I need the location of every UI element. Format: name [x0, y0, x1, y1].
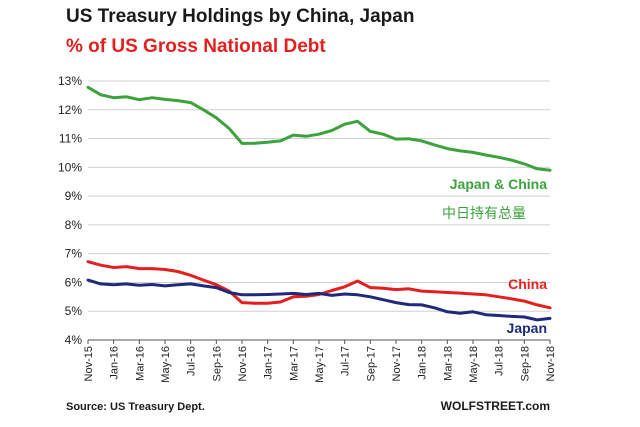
series-lines	[86, 85, 552, 322]
chart-subtitle: % of US Gross National Debt	[66, 36, 326, 57]
y-axis-ticks: 4% 5% 6% 7% 8% 9% 10% 11% 12% 13%	[58, 74, 82, 347]
y-tick-label: 12%	[58, 103, 82, 117]
x-axis-ticks: Nov-15 Jan-16 Mar-16 May-16 Jul-16 Sep-16 Nov-…	[83, 340, 557, 383]
x-tick-label: Mar-17	[288, 346, 300, 381]
series-label-cn: 中日持有总量	[442, 206, 526, 222]
x-tick-label: Nov-18	[545, 346, 557, 381]
x-tick-label: Nov-16	[237, 346, 249, 381]
series-label: Japan	[507, 320, 547, 336]
x-tick-label: Jan-17	[263, 346, 275, 380]
y-tick-label: 9%	[65, 189, 83, 203]
x-tick-label: May-16	[160, 346, 172, 383]
x-tick-label: Jul-16	[186, 346, 198, 376]
y-tick-label: 4%	[65, 333, 83, 347]
y-tick-label: 13%	[58, 74, 82, 88]
series-label: China	[508, 276, 547, 292]
series-line	[86, 278, 552, 322]
chart-title: US Treasury Holdings by China, Japan	[66, 6, 415, 27]
y-tick-label: 6%	[65, 275, 83, 289]
x-tick-label: May-17	[314, 346, 326, 383]
x-tick-label: May-18	[468, 346, 480, 383]
y-tick-label: 7%	[65, 247, 83, 261]
source-note: Source: US Treasury Dept.	[66, 401, 205, 413]
y-tick-label: 11%	[59, 132, 82, 146]
series-label: Japan & China	[450, 176, 547, 192]
x-tick-label: Jan-18	[417, 346, 429, 380]
y-tick-label: 8%	[65, 218, 83, 232]
x-tick-label: Jul-18	[494, 346, 506, 376]
x-tick-label: Nov-17	[391, 346, 403, 381]
x-tick-label: Nov-15	[83, 346, 95, 381]
x-tick-label: Jan-16	[109, 346, 121, 380]
x-tick-label: Sep-17	[365, 346, 377, 381]
y-tick-label: 5%	[65, 304, 83, 318]
x-tick-label: Sep-16	[211, 346, 223, 381]
x-tick-label: Mar-18	[442, 346, 454, 381]
y-tick-label: 10%	[58, 160, 82, 174]
x-tick-label: Mar-16	[134, 346, 146, 381]
gridlines	[88, 80, 550, 312]
series-line	[86, 85, 552, 172]
x-tick-label: Sep-18	[519, 346, 531, 381]
series-labels: Japan & China 中日持有总量 China Japan	[442, 176, 547, 336]
brand-mark: WOLFSTREET.com	[440, 399, 550, 413]
x-tick-label: Jul-17	[340, 346, 352, 376]
